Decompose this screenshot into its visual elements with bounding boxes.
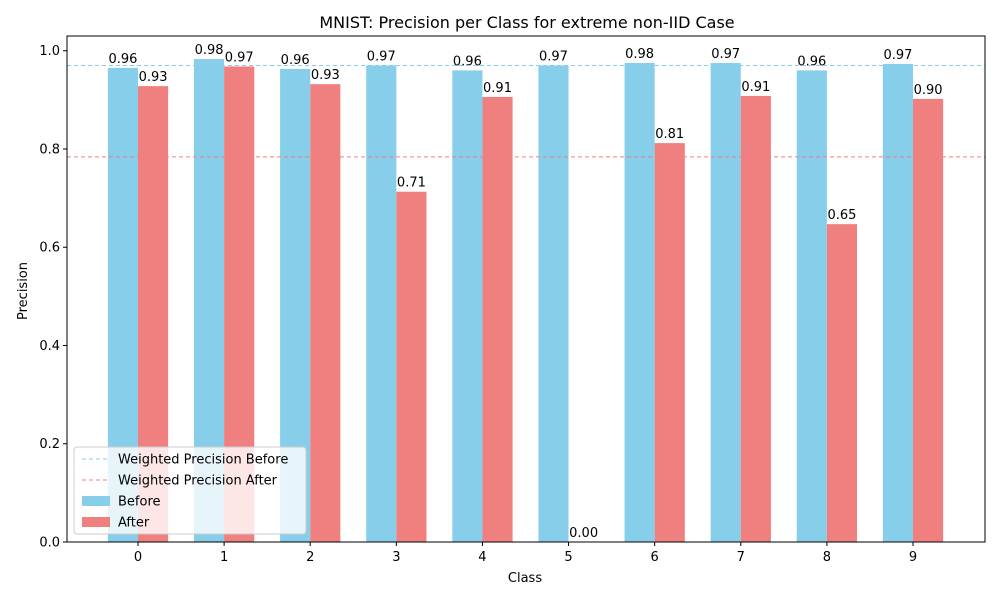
legend-patch-swatch xyxy=(82,496,110,506)
y-tick-label: 1.0 xyxy=(39,44,60,59)
bar-label-after-class-5: 0.00 xyxy=(569,526,598,541)
bar-label-before-class-7: 0.97 xyxy=(711,47,740,62)
legend-box xyxy=(73,446,307,535)
bar-after-class-3 xyxy=(396,191,427,542)
bar-label-after-class-3: 0.71 xyxy=(397,176,426,191)
bar-label-after-class-7: 0.91 xyxy=(741,80,770,95)
legend: Weighted Precision Before Weighted Precis… xyxy=(73,446,307,535)
bar-label-before-class-4: 0.96 xyxy=(453,54,482,69)
x-tick-label: 2 xyxy=(306,550,314,565)
x-tick-label: 6 xyxy=(651,550,659,565)
bar-label-before-class-5: 0.97 xyxy=(539,49,568,64)
x-tick-label: 0 xyxy=(134,550,142,565)
bar-after-class-4 xyxy=(482,96,513,542)
y-tick-label: 0.0 xyxy=(39,536,60,551)
bar-label-after-class-6: 0.81 xyxy=(655,127,684,142)
y-axis: 0.0 0.2 0.4 0.6 0.8 1.0 xyxy=(39,44,67,551)
bar-label-before-class-6: 0.98 xyxy=(625,47,654,62)
bar-label-before-class-0: 0.96 xyxy=(108,52,137,67)
chart-title: MNIST: Precision per Class for extreme n… xyxy=(319,13,734,32)
bar-before-class-9 xyxy=(882,64,913,542)
bar-before-class-7 xyxy=(710,63,741,543)
bar-label-before-class-9: 0.97 xyxy=(883,48,912,63)
bar-label-before-class-3: 0.97 xyxy=(367,49,396,64)
bar-after-class-7 xyxy=(740,95,771,542)
x-tick-label: 3 xyxy=(392,550,400,565)
bar-label-after-class-0: 0.93 xyxy=(139,70,168,85)
bar-after-class-9 xyxy=(913,98,944,542)
bar-after-class-8 xyxy=(826,224,858,543)
legend-entry-label: Weighted Precision After xyxy=(118,474,278,489)
plot-frame xyxy=(66,35,986,543)
bar-before-class-5 xyxy=(538,65,569,542)
legend-entry-label: Before xyxy=(118,495,161,510)
x-tick-label: 9 xyxy=(909,550,917,565)
x-tick-label: 5 xyxy=(564,550,572,565)
bar-after-class-2 xyxy=(310,84,341,543)
x-tick-label: 8 xyxy=(823,550,831,565)
x-axis: 0 1 2 3 4 5 6 7 8 9 xyxy=(134,542,917,565)
legend-entry-label: After xyxy=(118,516,150,531)
bar-label-after-class-2: 0.93 xyxy=(311,68,340,83)
bar-label-before-class-1: 0.98 xyxy=(195,43,224,58)
bar-before-class-3 xyxy=(366,65,397,542)
legend-patch-swatch xyxy=(82,517,110,527)
y-tick-label: 0.6 xyxy=(39,241,60,256)
bar-label-after-class-8: 0.65 xyxy=(827,208,856,223)
x-tick-label: 7 xyxy=(737,550,745,565)
y-axis-label: Precision xyxy=(16,262,31,320)
y-tick-label: 0.8 xyxy=(39,142,60,157)
bar-before-class-4 xyxy=(452,70,483,542)
bar-label-before-class-2: 0.96 xyxy=(281,53,310,68)
bar-label-after-class-4: 0.91 xyxy=(483,81,512,96)
bar-label-before-class-8: 0.96 xyxy=(797,54,826,69)
y-tick-label: 0.2 xyxy=(39,437,60,452)
x-axis-label: Class xyxy=(508,571,542,586)
x-tick-label: 4 xyxy=(478,550,486,565)
bar-after-class-6 xyxy=(654,143,685,542)
bar-before-class-6 xyxy=(624,63,655,543)
y-tick-label: 0.4 xyxy=(39,339,60,354)
legend-entry-label: Weighted Precision Before xyxy=(118,453,288,468)
bar-label-after-class-1: 0.97 xyxy=(225,50,254,65)
bar-before-class-8 xyxy=(796,70,827,542)
x-tick-label: 1 xyxy=(220,550,228,565)
bar-label-after-class-9: 0.90 xyxy=(914,83,943,98)
